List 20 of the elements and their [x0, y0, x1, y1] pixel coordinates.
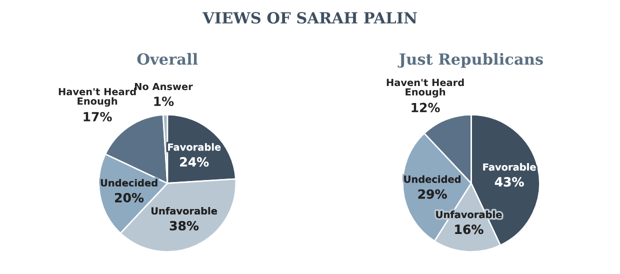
data-label: 16% [455, 224, 484, 234]
data-label: 43% [494, 177, 524, 187]
slice-label: Haven't Heard Enough [58, 88, 136, 107]
slice-label: Undecided [100, 179, 158, 187]
data-label: 29% [418, 189, 447, 199]
data-label: 12% [412, 102, 440, 112]
data-label: 38% [170, 220, 199, 230]
data-label: 17% [84, 112, 112, 122]
slice-label: Favorable [483, 163, 536, 171]
chart-subtitle: Overall [137, 53, 198, 65]
data-label: 24% [180, 157, 209, 167]
slice-label: Undecided [404, 175, 460, 183]
text: VIEWS OF SARAH PALIN [202, 12, 417, 24]
slice-label: Haven't Heard Enough [386, 78, 464, 98]
data-label: 1% [154, 96, 174, 106]
slice-label: No Answer [134, 82, 193, 90]
slice-label: Favorable [168, 143, 221, 151]
slice-label: Unfavorable [151, 207, 217, 215]
data-label: 20% [115, 192, 144, 202]
chart-subtitle: Just Republicans [398, 53, 543, 68]
